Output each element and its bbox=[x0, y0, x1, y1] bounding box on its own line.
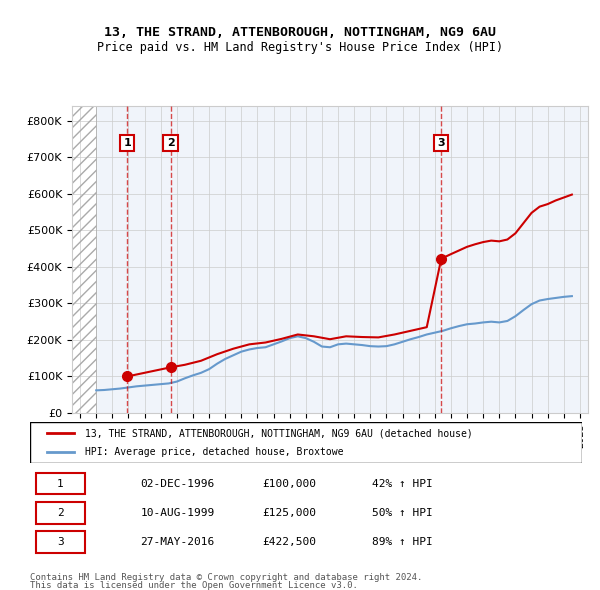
Text: 27-MAY-2016: 27-MAY-2016 bbox=[140, 537, 215, 547]
Text: 50% ↑ HPI: 50% ↑ HPI bbox=[372, 508, 433, 518]
Text: 3: 3 bbox=[437, 138, 445, 148]
FancyBboxPatch shape bbox=[30, 422, 582, 463]
Text: 13, THE STRAND, ATTENBOROUGH, NOTTINGHAM, NG9 6AU (detached house): 13, THE STRAND, ATTENBOROUGH, NOTTINGHAM… bbox=[85, 428, 473, 438]
FancyBboxPatch shape bbox=[35, 502, 85, 523]
Text: 2: 2 bbox=[57, 508, 64, 518]
Text: This data is licensed under the Open Government Licence v3.0.: This data is licensed under the Open Gov… bbox=[30, 581, 358, 590]
Text: 3: 3 bbox=[57, 537, 64, 547]
Text: 13, THE STRAND, ATTENBOROUGH, NOTTINGHAM, NG9 6AU: 13, THE STRAND, ATTENBOROUGH, NOTTINGHAM… bbox=[104, 26, 496, 39]
Text: 1: 1 bbox=[57, 478, 64, 489]
Bar bbox=[72, 106, 96, 413]
Text: 2: 2 bbox=[167, 138, 175, 148]
Text: HPI: Average price, detached house, Broxtowe: HPI: Average price, detached house, Brox… bbox=[85, 447, 344, 457]
Text: 02-DEC-1996: 02-DEC-1996 bbox=[140, 478, 215, 489]
Text: 1: 1 bbox=[123, 138, 131, 148]
Text: £100,000: £100,000 bbox=[262, 478, 316, 489]
Bar bbox=[72, 106, 96, 413]
Text: Price paid vs. HM Land Registry's House Price Index (HPI): Price paid vs. HM Land Registry's House … bbox=[97, 41, 503, 54]
Text: £125,000: £125,000 bbox=[262, 508, 316, 518]
Text: 10-AUG-1999: 10-AUG-1999 bbox=[140, 508, 215, 518]
FancyBboxPatch shape bbox=[35, 532, 85, 553]
Text: 89% ↑ HPI: 89% ↑ HPI bbox=[372, 537, 433, 547]
Text: 42% ↑ HPI: 42% ↑ HPI bbox=[372, 478, 433, 489]
Text: Contains HM Land Registry data © Crown copyright and database right 2024.: Contains HM Land Registry data © Crown c… bbox=[30, 572, 422, 582]
Text: £422,500: £422,500 bbox=[262, 537, 316, 547]
FancyBboxPatch shape bbox=[35, 473, 85, 494]
